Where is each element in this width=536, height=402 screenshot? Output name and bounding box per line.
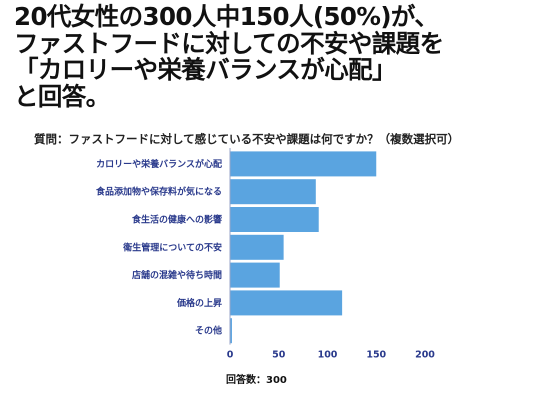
category-label-0: カロリーや栄養バランスが心配	[96, 158, 222, 170]
survey-question: 質問：ファストフードに対して感じている不安や課題は何ですか？（複数選択可）	[34, 132, 460, 146]
category-label-1: 食品添加物や保存料が気になる	[95, 186, 222, 198]
x-tick-label-2: 100	[318, 350, 338, 361]
x-tick-label-3: 150	[366, 350, 386, 361]
x-axis-title: 回答数：300	[226, 375, 287, 386]
headline-line-3: 「カロリーや栄養バランスが心配」	[14, 55, 397, 84]
x-tick-label-1: 50	[272, 350, 286, 361]
category-label-6: その他	[195, 325, 222, 337]
category-label-3: 衛生管理についての不安	[122, 241, 222, 253]
bar-0	[230, 151, 377, 177]
bar-4	[230, 262, 280, 288]
headline-line-2: ファストフードに対しての不安や課題を	[14, 28, 444, 58]
headline-line-1: 20代女性の300人中150人(50%)が、	[14, 2, 439, 31]
x-tick-label-4: 200	[415, 350, 435, 361]
bar-1	[230, 179, 316, 205]
bar-3	[230, 234, 284, 260]
headline: 20代女性の300人中150人(50%)が、 ファストフードに対しての不安や課題…	[14, 2, 529, 111]
category-label-5: 価格の上昇	[176, 297, 222, 309]
bar-5	[230, 290, 343, 316]
bar-2	[230, 207, 319, 232]
category-label-2: 食生活の健康への影響	[131, 214, 222, 226]
x-tick-label-0: 0	[227, 350, 234, 361]
bar-6	[230, 318, 232, 344]
category-label-4: 店舗の混雑や待ち時間	[132, 269, 222, 281]
headline-line-4: と回答。	[14, 81, 110, 111]
